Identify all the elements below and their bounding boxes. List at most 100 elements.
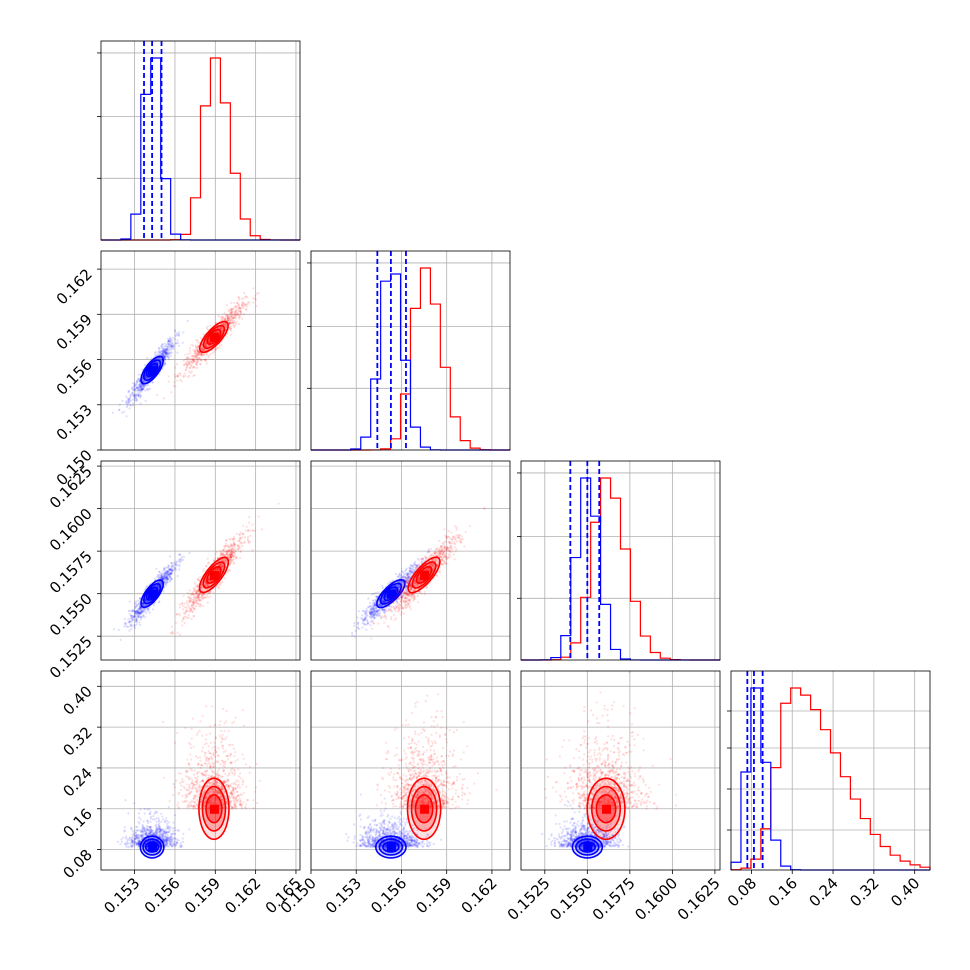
scatter-point [230, 549, 233, 552]
scatter-point [409, 593, 413, 596]
scatter-point [405, 584, 408, 587]
scatter-point [373, 603, 377, 606]
scatter-point [164, 355, 167, 359]
scatter-point [186, 599, 189, 603]
scatter-point [230, 550, 233, 553]
scatter-point [164, 352, 167, 356]
scatter-point [373, 617, 376, 620]
scatter-point [167, 341, 170, 344]
scatter-point [169, 354, 172, 357]
scatter-point [188, 366, 191, 369]
scatter-point [162, 355, 165, 358]
scatter-point [228, 314, 231, 317]
scatter-point [406, 577, 410, 580]
scatter-point [225, 323, 228, 326]
scatter-point [184, 611, 187, 614]
scatter-point [127, 398, 131, 401]
scatter-point [356, 616, 359, 619]
scatter-point [241, 536, 244, 539]
scatter-point [412, 589, 416, 592]
scatter-point [165, 579, 168, 583]
scatter-point [184, 358, 187, 361]
scatter-point [405, 584, 409, 587]
scatter-point [126, 625, 129, 629]
scatter-point [118, 408, 121, 412]
scatter-point [161, 353, 164, 356]
scatter-point [205, 564, 208, 568]
scatter-point [456, 536, 459, 539]
scatter-point [366, 623, 369, 626]
scatter-point [141, 368, 144, 371]
scatter-point [409, 583, 412, 586]
scatter-point [377, 600, 380, 603]
scatter-point [372, 622, 375, 625]
scatter-point [373, 604, 377, 607]
scatter-point [199, 592, 202, 596]
scatter-point [219, 563, 222, 566]
scatter-point [142, 387, 145, 390]
scatter-point [216, 556, 220, 560]
scatter-point [133, 398, 136, 402]
scatter-point [133, 394, 137, 397]
scatter-point [185, 366, 188, 369]
scatter-point [135, 618, 138, 622]
scatter-point [169, 573, 172, 576]
scatter-point [430, 553, 433, 557]
scatter-point [129, 624, 132, 628]
scatter-point [406, 582, 409, 585]
scatter-point [201, 594, 204, 598]
scatter-point [236, 545, 239, 548]
scatter-point [238, 322, 241, 326]
scatter-point [399, 580, 403, 583]
scatter-point [382, 608, 386, 611]
scatter-point [232, 537, 235, 541]
scatter-point [232, 555, 235, 558]
scatter-point [177, 344, 181, 347]
scatter-point [162, 578, 165, 581]
scatter-point [191, 358, 194, 361]
scatter-point [129, 395, 132, 398]
scatter-point [174, 569, 177, 572]
scatter-point [415, 566, 418, 569]
scatter-point [243, 291, 246, 295]
scatter-point [196, 596, 200, 599]
scatter-point [144, 384, 147, 387]
scatter-point [375, 614, 378, 617]
scatter-point [244, 303, 247, 306]
scatter-point [181, 619, 184, 623]
scatter-point [139, 402, 142, 405]
scatter-point [374, 591, 377, 595]
scatter-point [140, 616, 143, 619]
scatter-point [142, 388, 145, 391]
scatter-point [194, 350, 197, 353]
scatter-point [200, 599, 203, 602]
scatter-point [191, 592, 194, 595]
scatter-point [252, 297, 255, 300]
scatter-point [369, 611, 372, 614]
scatter-point [166, 351, 169, 354]
scatter-point [208, 590, 211, 593]
scatter-point [241, 303, 244, 306]
scatter-point [199, 603, 202, 606]
scatter-point [167, 343, 171, 346]
scatter-point [229, 559, 232, 562]
scatter-point [414, 568, 417, 571]
scatter-point [229, 327, 233, 330]
scatter-point [222, 553, 225, 556]
scatter-point [223, 317, 226, 320]
scatter-point [220, 327, 223, 330]
scatter-point [224, 559, 227, 562]
scatter-point [169, 337, 172, 341]
scatter-point [232, 316, 235, 319]
scatter-point [195, 362, 198, 365]
scatter-point [201, 347, 204, 351]
scatter-point [188, 552, 191, 555]
scatter-point [409, 608, 412, 611]
scatter-point [167, 380, 170, 383]
scatter-point [436, 547, 439, 550]
scatter-point [214, 348, 217, 351]
scatter-point [163, 568, 166, 571]
scatter-point [277, 502, 280, 505]
scatter-point [139, 387, 142, 390]
scatter-point [426, 557, 429, 560]
